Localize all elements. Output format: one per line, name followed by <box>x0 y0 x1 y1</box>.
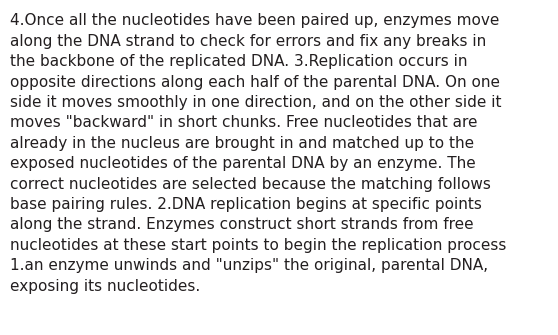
Text: 4.Once all the nucleotides have been paired up, enzymes move
along the DNA stran: 4.Once all the nucleotides have been pai… <box>10 13 507 293</box>
